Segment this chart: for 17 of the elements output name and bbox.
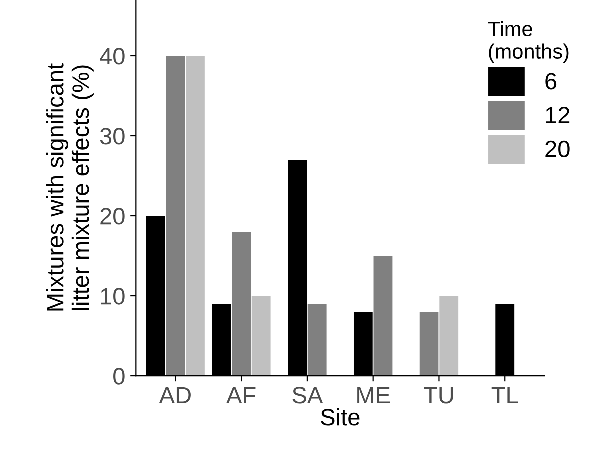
y-tick-label: 0	[114, 368, 125, 385]
y-axis-title: Mixtures with significant litter mixture effects (%)	[46, 64, 94, 311]
x-tick-label: AF	[226, 387, 256, 404]
legend-label: 12	[546, 106, 570, 124]
x-axis-title: Site	[321, 408, 360, 426]
x-tick-label: ME	[358, 387, 390, 404]
y-tick-label: 40	[100, 48, 125, 65]
legend-label: 20	[546, 140, 570, 158]
y-tick-label: 30	[100, 128, 125, 145]
x-tick-label: TU	[424, 387, 454, 404]
x-tick-label: TL	[492, 387, 518, 404]
legend-label: 6	[546, 73, 557, 90]
legend-title: Time (months)	[488, 21, 569, 64]
x-tick-label: AD	[159, 387, 191, 404]
y-tick-label: 10	[101, 288, 125, 305]
x-tick-label: SA	[292, 387, 324, 404]
y-tick-label: 20	[100, 208, 125, 225]
